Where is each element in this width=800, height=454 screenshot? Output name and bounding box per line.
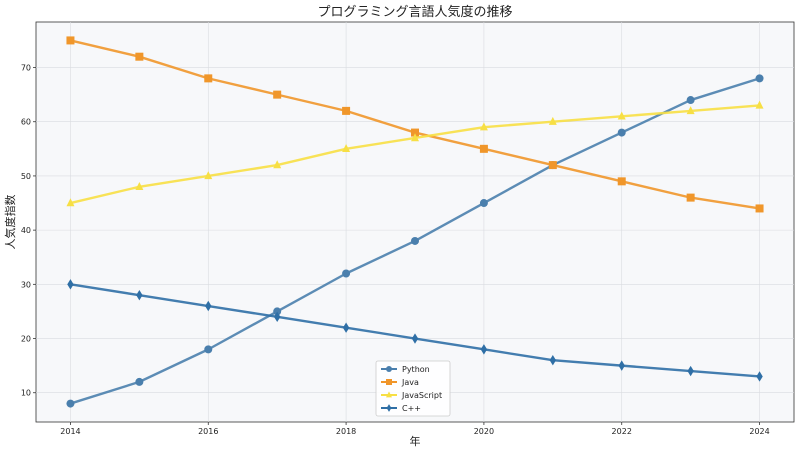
data-point-java	[479, 144, 488, 153]
chart-title: プログラミング言語人気度の推移	[317, 4, 512, 20]
data-point-javascript	[548, 116, 557, 125]
data-point-cpp	[411, 333, 419, 344]
data-point-python	[686, 96, 695, 105]
data-point-cpp	[136, 289, 143, 301]
x-tick-label: 2022	[612, 427, 632, 436]
y-axis-title: 人気度指数	[3, 195, 17, 250]
data-point-cpp	[480, 344, 488, 355]
data-point-cpp	[273, 311, 281, 323]
data-point-javascript	[755, 100, 764, 109]
data-point-java	[342, 106, 351, 115]
data-point-cpp	[67, 279, 74, 290]
y-tick-label: 70	[21, 64, 31, 73]
data-point-java	[204, 74, 213, 83]
y-tick-label: 30	[21, 280, 31, 289]
data-point-python	[342, 269, 351, 278]
legend-marker-java	[386, 379, 392, 385]
x-tick-label: 2016	[198, 427, 218, 436]
y-tick-label: 10	[21, 389, 31, 398]
x-tick-label: 2024	[749, 427, 769, 436]
data-point-cpp	[756, 371, 763, 382]
legend-label-java: Java	[401, 378, 419, 387]
x-tick-label: 2020	[474, 427, 494, 436]
legend-marker-javascript	[386, 391, 392, 398]
data-point-javascript	[135, 181, 144, 190]
data-point-python	[273, 307, 282, 316]
x-axis-ticks: 2014 2016 2018 2020 2022 2024	[60, 422, 770, 436]
data-point-python	[617, 128, 626, 137]
data-point-python	[135, 377, 144, 386]
x-tick-label: 2014	[60, 427, 80, 436]
data-point-javascript	[342, 144, 351, 153]
data-point-java	[411, 128, 419, 137]
legend-box	[375, 360, 451, 417]
data-point-cpp	[687, 365, 694, 377]
data-point-cpp	[549, 355, 557, 366]
legend-label-javascript: JavaScript	[401, 391, 442, 400]
data-point-javascript	[273, 160, 282, 169]
data-point-python	[66, 399, 75, 408]
legend-label-cpp: C++	[402, 404, 421, 413]
data-point-cpp	[205, 300, 212, 312]
data-point-java	[66, 36, 75, 45]
y-tick-label: 50	[21, 172, 31, 181]
data-point-java	[273, 90, 282, 99]
data-point-java	[135, 52, 144, 61]
y-axis-ticks: 10 20 30 40 50 60 70	[21, 64, 36, 398]
data-point-javascript	[617, 111, 626, 120]
x-tick-label: 2018	[336, 427, 356, 436]
legend: Python Java JavaScript C++	[375, 360, 451, 417]
data-point-python	[755, 74, 764, 83]
data-point-javascript	[66, 198, 75, 207]
series-layer	[66, 36, 764, 408]
data-point-cpp	[618, 360, 625, 371]
series-java	[66, 36, 764, 213]
data-point-javascript	[686, 106, 695, 115]
data-point-javascript	[479, 122, 488, 131]
data-point-python	[479, 199, 488, 208]
data-point-java	[755, 204, 764, 213]
data-point-java	[686, 193, 695, 202]
data-point-java	[548, 161, 557, 170]
data-point-python	[204, 345, 213, 354]
plot-area	[35, 21, 795, 423]
legend-marker-cpp	[386, 404, 392, 412]
data-point-cpp	[342, 322, 350, 333]
series-javascript	[66, 100, 764, 207]
data-point-python	[411, 236, 419, 245]
y-tick-label: 20	[21, 335, 31, 344]
series-cpp	[67, 279, 763, 382]
data-point-javascript	[411, 133, 419, 142]
legend-label-python: Python	[402, 365, 430, 374]
data-point-javascript	[204, 171, 213, 180]
y-tick-label: 40	[21, 226, 31, 235]
legend-marker-python	[386, 366, 392, 372]
x-axis-title: 年	[410, 434, 421, 448]
data-point-java	[617, 177, 626, 186]
y-tick-label: 60	[21, 118, 31, 127]
